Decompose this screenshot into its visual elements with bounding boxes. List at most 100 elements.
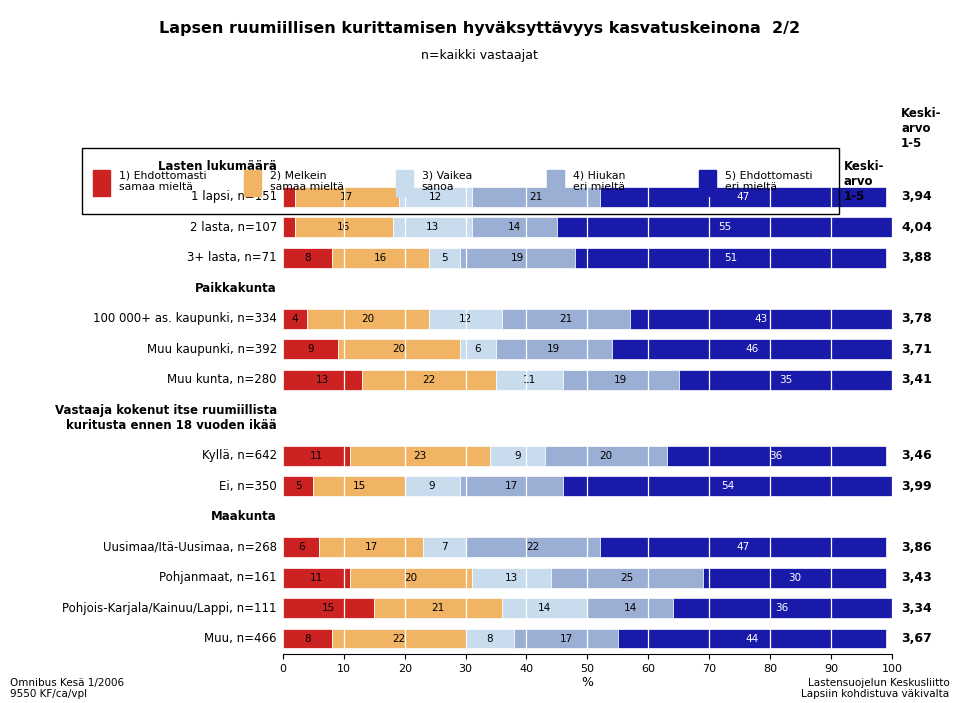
Text: Muu kaupunki, n=392: Muu kaupunki, n=392 bbox=[147, 342, 277, 356]
Bar bbox=[283, 568, 350, 588]
Bar bbox=[548, 170, 564, 195]
Text: 6: 6 bbox=[298, 542, 305, 552]
Text: 4) Hiukan
eri mieltä: 4) Hiukan eri mieltä bbox=[573, 170, 625, 192]
Text: 11: 11 bbox=[310, 573, 323, 583]
Text: 55: 55 bbox=[717, 222, 731, 232]
Bar bbox=[563, 477, 892, 496]
Text: 3,41: 3,41 bbox=[901, 373, 932, 386]
Text: 3,88: 3,88 bbox=[901, 251, 931, 264]
X-axis label: %: % bbox=[581, 676, 594, 689]
Text: 47: 47 bbox=[737, 542, 749, 552]
Text: 54: 54 bbox=[721, 482, 734, 491]
Text: 46: 46 bbox=[745, 344, 759, 354]
Bar bbox=[93, 170, 109, 195]
Text: 20: 20 bbox=[599, 451, 612, 460]
Text: 3+ lasta, n=71: 3+ lasta, n=71 bbox=[187, 251, 277, 264]
Bar bbox=[599, 187, 886, 207]
Text: 19: 19 bbox=[511, 253, 524, 263]
Text: 14: 14 bbox=[507, 222, 521, 232]
Text: 5: 5 bbox=[441, 253, 448, 263]
Bar bbox=[496, 370, 563, 389]
Text: 21: 21 bbox=[432, 603, 445, 613]
Text: 7: 7 bbox=[441, 542, 448, 552]
Bar bbox=[350, 446, 490, 465]
Text: 9: 9 bbox=[307, 344, 314, 354]
Bar bbox=[599, 537, 886, 557]
Bar bbox=[350, 568, 472, 588]
Text: Uusimaa/Itä-Uusimaa, n=268: Uusimaa/Itä-Uusimaa, n=268 bbox=[103, 541, 277, 554]
Bar bbox=[557, 217, 892, 237]
Text: 47: 47 bbox=[737, 192, 749, 202]
Bar bbox=[283, 340, 338, 359]
Bar bbox=[283, 598, 374, 618]
Text: Pohjanmaat, n=161: Pohjanmaat, n=161 bbox=[159, 571, 277, 584]
Text: 3,43: 3,43 bbox=[901, 571, 932, 584]
Text: 17: 17 bbox=[504, 482, 518, 491]
Text: 36: 36 bbox=[776, 603, 789, 613]
Bar bbox=[283, 628, 332, 648]
Text: Paikkakunta: Paikkakunta bbox=[195, 282, 277, 295]
Bar bbox=[472, 568, 550, 588]
Text: 17: 17 bbox=[340, 192, 354, 202]
Text: 9: 9 bbox=[514, 451, 521, 460]
Text: Lastensuojelun Keskusliitto
Lapsiin kohdistuva väkivalta: Lastensuojelun Keskusliitto Lapsiin kohd… bbox=[802, 678, 949, 699]
Bar bbox=[503, 598, 587, 618]
Text: 16: 16 bbox=[338, 222, 350, 232]
Bar bbox=[612, 340, 892, 359]
Text: 11: 11 bbox=[310, 451, 323, 460]
Text: 14: 14 bbox=[623, 603, 637, 613]
Bar bbox=[563, 370, 679, 389]
Text: 3,46: 3,46 bbox=[901, 449, 932, 463]
Text: Muu kunta, n=280: Muu kunta, n=280 bbox=[167, 373, 277, 386]
Bar bbox=[405, 477, 459, 496]
Bar bbox=[667, 446, 886, 465]
Text: Maakunta: Maakunta bbox=[211, 510, 277, 523]
Text: 14: 14 bbox=[538, 603, 551, 613]
Bar bbox=[699, 170, 715, 195]
Text: 3,67: 3,67 bbox=[901, 632, 932, 645]
Bar bbox=[550, 568, 703, 588]
Text: 19: 19 bbox=[548, 344, 560, 354]
Text: 3,71: 3,71 bbox=[901, 342, 932, 356]
Bar bbox=[429, 309, 503, 328]
Text: 36: 36 bbox=[769, 451, 783, 460]
Text: 22: 22 bbox=[422, 375, 435, 385]
Text: 20: 20 bbox=[392, 344, 405, 354]
Text: 21: 21 bbox=[559, 314, 573, 323]
Text: 1 lapsi, n=151: 1 lapsi, n=151 bbox=[191, 191, 277, 203]
Bar bbox=[245, 170, 261, 195]
Bar bbox=[472, 187, 599, 207]
Bar bbox=[319, 537, 423, 557]
Bar bbox=[283, 446, 350, 465]
Text: Pohjois-Karjala/Kainuu/Lappi, n=111: Pohjois-Karjala/Kainuu/Lappi, n=111 bbox=[62, 602, 277, 614]
Text: Omnibus Kesä 1/2006
9550 KF/ca/vpl: Omnibus Kesä 1/2006 9550 KF/ca/vpl bbox=[10, 678, 124, 699]
Bar bbox=[295, 217, 392, 237]
Text: 43: 43 bbox=[755, 314, 767, 323]
Text: 3,86: 3,86 bbox=[901, 541, 931, 554]
Bar bbox=[618, 628, 886, 648]
Text: 3,99: 3,99 bbox=[901, 479, 931, 493]
Text: n=kaikki vastaajat: n=kaikki vastaajat bbox=[421, 49, 538, 62]
Bar bbox=[314, 477, 405, 496]
Bar bbox=[465, 628, 514, 648]
Text: 8: 8 bbox=[304, 633, 311, 643]
Text: Keski-
arvo
1-5: Keski- arvo 1-5 bbox=[901, 107, 942, 150]
Text: 2 lasta, n=107: 2 lasta, n=107 bbox=[190, 221, 277, 234]
Bar bbox=[630, 309, 892, 328]
Bar bbox=[396, 170, 412, 195]
Bar bbox=[283, 370, 363, 389]
Bar bbox=[283, 187, 295, 207]
Text: Muu, n=466: Muu, n=466 bbox=[204, 632, 277, 645]
Text: 8: 8 bbox=[304, 253, 311, 263]
Text: 22: 22 bbox=[526, 542, 539, 552]
Bar bbox=[703, 568, 886, 588]
Bar bbox=[307, 309, 429, 328]
Text: 100 000+ as. kaupunki, n=334: 100 000+ as. kaupunki, n=334 bbox=[93, 312, 277, 325]
Text: 23: 23 bbox=[413, 451, 427, 460]
Text: 19: 19 bbox=[615, 375, 627, 385]
Text: 11: 11 bbox=[523, 375, 536, 385]
Text: 5) Ehdottomasti
eri mieltä: 5) Ehdottomasti eri mieltä bbox=[725, 170, 812, 192]
Bar bbox=[472, 217, 557, 237]
Bar bbox=[392, 217, 472, 237]
Bar bbox=[423, 537, 465, 557]
